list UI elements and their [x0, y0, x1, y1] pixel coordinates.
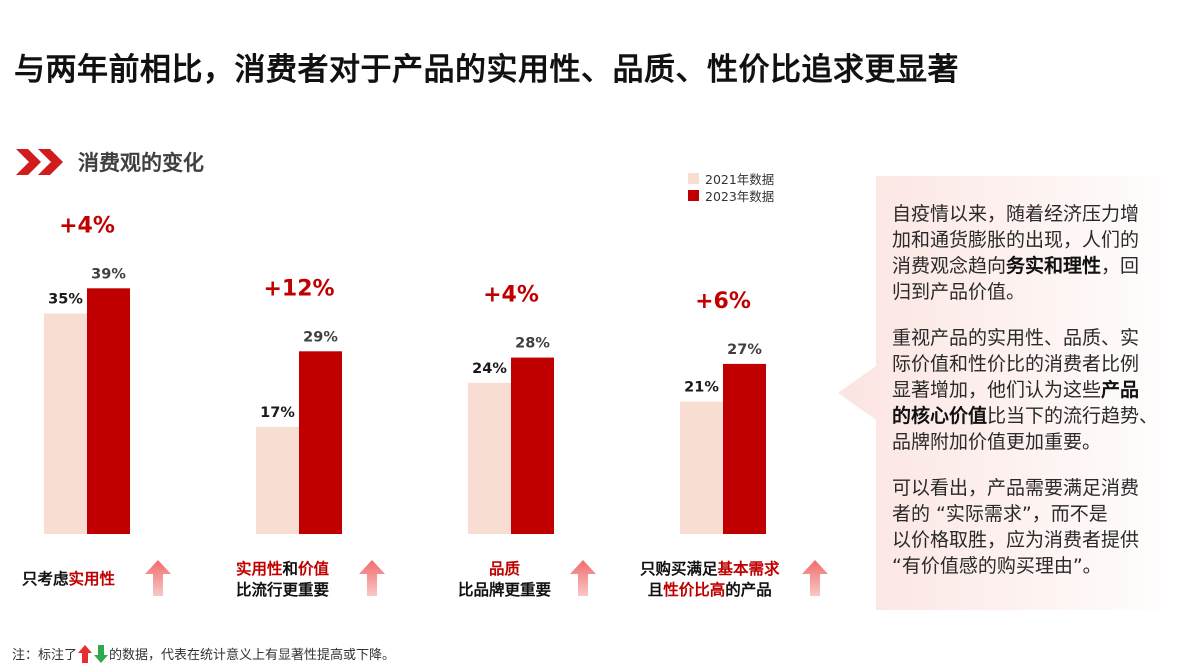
- legend-label-2023: 2023年数据: [705, 189, 775, 204]
- insight-panel: 自疫情以来，随着经济压力增 加和通货膨胀的出现，人们的 消费观念趋向务实和理性，…: [830, 176, 1184, 610]
- section-title: 消费观的变化: [78, 151, 204, 175]
- legend-item-2021: 2021年数据: [688, 170, 774, 187]
- bar-2021-3: [468, 382, 511, 534]
- value-label-2023-3: 28%: [515, 336, 550, 352]
- up-arrow-icon: [570, 560, 596, 596]
- section-header: 消费观的变化: [14, 146, 204, 178]
- value-label-2021-4: 21%: [684, 380, 719, 396]
- legend-swatch-2021: [688, 173, 699, 184]
- category-label-2: 实用性和价值 比流行更重要: [236, 560, 330, 599]
- value-label-2023-1: 39%: [91, 266, 126, 282]
- bar-2023-2: [299, 351, 342, 534]
- chart-legend: 2021年数据 2023年数据: [688, 170, 774, 204]
- bar-chart: 35% 39% +4% 17% 29% +12% 24% 28% +4% 21% 27% +6%: [44, 213, 766, 534]
- category-label-3: 品质 比品牌更重要: [458, 560, 552, 599]
- value-label-2023-2: 29%: [303, 329, 338, 345]
- panel-paragraph-1: 自疫情以来，随着经济压力增 加和通货膨胀的出现，人们的 消费观念趋向务实和理性，…: [892, 203, 1140, 303]
- panel-paragraph-2: 重视产品的实用性、品质、实 际价值和性价比的消费者比例 显著增加，他们认为这些产…: [892, 327, 1159, 453]
- value-label-2021-1: 35%: [48, 292, 83, 308]
- legend-item-2023: 2023年数据: [688, 187, 774, 204]
- value-label-2023-4: 27%: [727, 342, 762, 358]
- double-chevron-icon: [16, 149, 63, 175]
- down-arrow-icon: [94, 644, 109, 663]
- value-label-2021-2: 17%: [260, 405, 295, 421]
- category-label-1: 只考虑实用性: [22, 570, 116, 588]
- category-label-4: 只购买满足基本需求 且性价比高的产品: [640, 560, 780, 599]
- page-title: 与两年前相比，消费者对于产品的实用性、品质、性价比追求更显著: [14, 52, 959, 88]
- change-label-3: +4%: [483, 283, 539, 308]
- change-label-1: +4%: [59, 213, 115, 238]
- change-label-2: +12%: [263, 276, 334, 301]
- up-arrow-icon: [145, 560, 171, 596]
- panel-text: 自疫情以来，随着经济压力增 加和通货膨胀的出现，人们的 消费观念趋向务实和理性，…: [892, 201, 1184, 599]
- up-arrow-icon: [359, 560, 385, 596]
- bar-2023-3: [511, 357, 554, 534]
- footnote: 注：标注了 的数据，代表在统计意义上有显著性提高或下降。: [12, 644, 395, 663]
- change-label-4: +6%: [695, 289, 751, 314]
- panel-paragraph-3: 可以看出，产品需要满足消费 者的 “实际需求”，而不是 以价格取胜，应为消费者提…: [892, 477, 1140, 577]
- bar-2021-4: [680, 401, 723, 534]
- bar-2021-1: [44, 313, 87, 534]
- footnote-suffix: 的数据，代表在统计意义上有显著性提高或下降。: [109, 648, 396, 663]
- legend-label-2021: 2021年数据: [705, 172, 775, 187]
- up-arrow-icon: [78, 644, 93, 663]
- panel-background: [838, 176, 1184, 610]
- bar-2021-2: [256, 426, 299, 534]
- up-arrow-icon: [802, 560, 828, 596]
- legend-swatch-2023: [688, 190, 699, 201]
- bar-2023-4: [723, 363, 766, 534]
- footnote-prefix: 注：标注了: [12, 648, 78, 663]
- bar-2023-1: [87, 288, 130, 534]
- value-label-2021-3: 24%: [472, 361, 507, 377]
